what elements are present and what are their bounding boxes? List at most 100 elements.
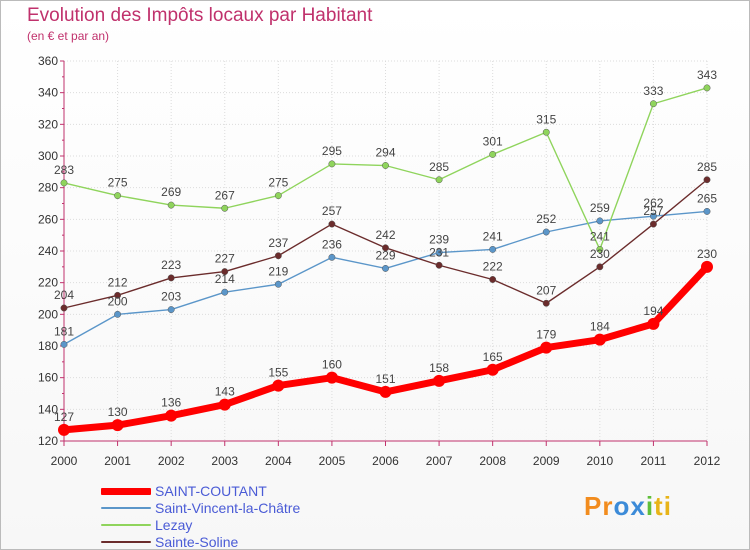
- data-point-saint-coutant: [218, 398, 231, 411]
- data-point-saint-vincent-la-ch-tre: [649, 212, 657, 220]
- x-tick-label: 2007: [426, 454, 453, 468]
- data-point-saint-coutant: [379, 385, 392, 398]
- data-point-saint-coutant: [58, 423, 70, 436]
- data-point-saint-vincent-la-ch-tre: [114, 310, 122, 318]
- data-label-saint-coutant: 184: [590, 320, 610, 334]
- x-tick-label: 2000: [51, 454, 78, 468]
- data-label-saint-vincent-la-ch-tre: 265: [697, 191, 717, 205]
- legend-item: Saint-Vincent-la-Châtre: [101, 500, 300, 516]
- y-tick-label: 240: [38, 244, 58, 258]
- chart-title: Evolution des Impôts locaux par Habitant: [27, 5, 373, 26]
- data-point-lezay: [489, 150, 497, 158]
- data-label-lezay: 294: [375, 146, 395, 160]
- x-tick-label: 2008: [479, 454, 506, 468]
- legend-label: Lezay: [155, 517, 193, 533]
- logo-segment: ox: [613, 491, 646, 521]
- data-label-saint-coutant: 155: [268, 366, 288, 380]
- data-point-saint-coutant: [433, 374, 446, 387]
- data-point-saint-vincent-la-ch-tre: [382, 264, 389, 272]
- data-label-saint-coutant: 158: [429, 361, 449, 375]
- data-label-layer: 181 200 203 214 219 236 229 239 241 252 259 262 265 2…: [54, 68, 717, 424]
- data-point-lezay: [328, 160, 336, 168]
- data-point-saint-vincent-la-ch-tre: [703, 207, 711, 215]
- data-point-saint-vincent-la-ch-tre: [328, 253, 336, 261]
- data-label-sainte-soline: 257: [643, 204, 663, 218]
- data-label-lezay: 241: [590, 229, 610, 243]
- x-tick-label: 2002: [158, 454, 185, 468]
- legend-item: Lezay: [101, 517, 192, 533]
- data-point-sainte-soline: [328, 220, 336, 228]
- data-label-saint-vincent-la-ch-tre: 203: [161, 290, 181, 304]
- data-point-sainte-soline: [649, 220, 657, 228]
- y-tick-label: 120: [38, 434, 58, 448]
- data-label-lezay: 283: [54, 163, 74, 177]
- data-label-saint-vincent-la-ch-tre: 241: [483, 229, 503, 243]
- x-tick-label: 2011: [641, 454, 667, 468]
- logo-segment: i: [645, 491, 655, 521]
- data-label-saint-coutant: 151: [375, 372, 395, 386]
- data-label-saint-vincent-la-ch-tre: 181: [54, 324, 74, 338]
- data-point-lezay: [114, 192, 122, 200]
- data-point-saint-coutant: [540, 341, 553, 354]
- data-label-saint-coutant: 165: [483, 350, 503, 364]
- data-point-sainte-soline: [274, 252, 282, 260]
- logo-segment: ti: [654, 491, 672, 521]
- data-point-lezay: [167, 201, 175, 209]
- proxiti-logo: Proxiti: [584, 491, 672, 522]
- series-layer: [58, 84, 713, 436]
- data-label-sainte-soline: 242: [375, 228, 395, 242]
- data-label-saint-vincent-la-ch-tre: 200: [108, 294, 128, 308]
- y-tick-label: 300: [38, 149, 58, 163]
- data-point-saint-vincent-la-ch-tre: [274, 280, 282, 288]
- data-point-sainte-soline: [221, 268, 229, 276]
- data-point-lezay: [596, 245, 604, 253]
- data-point-saint-vincent-la-ch-tre: [489, 245, 497, 253]
- data-point-sainte-soline: [596, 263, 604, 271]
- data-label-saint-coutant: 130: [108, 405, 128, 419]
- y-tick-label: 360: [38, 54, 58, 68]
- y-tick-label: 160: [38, 371, 58, 385]
- data-point-lezay: [221, 204, 229, 212]
- data-label-lezay: 275: [268, 176, 288, 190]
- data-label-saint-vincent-la-ch-tre: 229: [375, 248, 395, 262]
- data-label-sainte-soline: 222: [483, 260, 503, 274]
- data-label-saint-vincent-la-ch-tre: 214: [215, 272, 235, 286]
- data-point-saint-vincent-la-ch-tre: [542, 228, 550, 236]
- data-point-sainte-soline: [60, 304, 68, 312]
- data-point-saint-vincent-la-ch-tre: [60, 340, 68, 348]
- data-point-sainte-soline: [167, 274, 175, 282]
- data-label-sainte-soline: 230: [590, 247, 610, 261]
- data-label-saint-vincent-la-ch-tre: 259: [590, 201, 610, 215]
- data-label-sainte-soline: 237: [268, 236, 288, 250]
- data-label-lezay: 315: [536, 112, 556, 126]
- x-tick-label: 2005: [319, 454, 346, 468]
- legend-label: Sainte-Soline: [155, 534, 239, 550]
- data-label-sainte-soline: 204: [54, 288, 74, 302]
- data-label-lezay: 269: [161, 185, 181, 199]
- y-tick-label: 200: [38, 307, 58, 321]
- legend-swatch: [101, 507, 151, 509]
- chart-subtitle: (en € et par an): [27, 29, 110, 43]
- x-tick-label: 2003: [211, 454, 238, 468]
- data-point-lezay: [703, 84, 711, 92]
- x-tick-label: 2001: [104, 454, 131, 468]
- legend-item: Sainte-Soline: [101, 534, 238, 550]
- x-tick-label: 2010: [586, 454, 613, 468]
- y-tick-label: 180: [38, 339, 58, 353]
- data-label-saint-vincent-la-ch-tre: 262: [643, 196, 663, 210]
- logo-segment: Pr: [584, 491, 614, 521]
- data-point-sainte-soline: [435, 261, 443, 269]
- data-point-lezay: [60, 179, 68, 187]
- data-label-saint-coutant: 127: [54, 410, 74, 424]
- data-label-lezay: 267: [215, 188, 235, 202]
- data-label-sainte-soline: 257: [322, 204, 342, 218]
- data-label-sainte-soline: 212: [108, 275, 128, 289]
- data-point-saint-coutant: [272, 379, 285, 392]
- data-point-saint-coutant: [593, 333, 606, 346]
- data-label-lezay: 295: [322, 144, 342, 158]
- x-tick-label: 2006: [372, 454, 399, 468]
- data-point-sainte-soline: [114, 291, 122, 299]
- data-point-saint-vincent-la-ch-tre: [596, 217, 604, 225]
- data-label-saint-coutant: 194: [643, 304, 663, 318]
